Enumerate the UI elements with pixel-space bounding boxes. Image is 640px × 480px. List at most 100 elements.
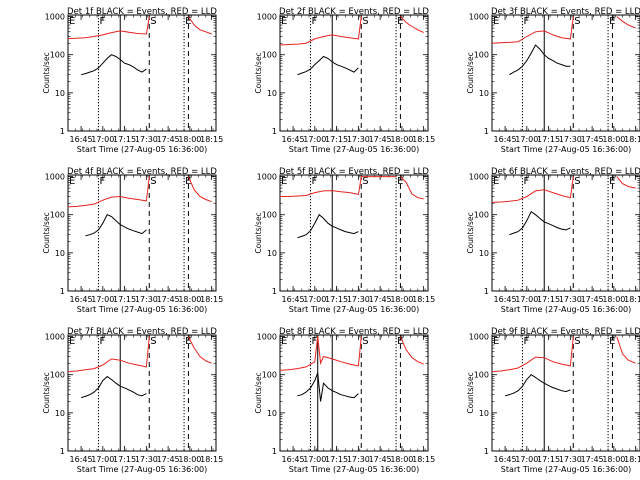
- events-series-line: [297, 55, 359, 76]
- x-tick-label: 17:45: [369, 455, 392, 464]
- x-tick-label: 17:45: [581, 135, 604, 144]
- x-tick-label: 17:30: [135, 455, 158, 464]
- lld-series-line: [492, 336, 574, 373]
- lld-series-line: [399, 336, 424, 365]
- y-tick-label: 1: [272, 447, 277, 456]
- x-axis-label: Start Time (27-Aug-05 16:36:00): [289, 465, 420, 474]
- x-tick-label: 17:30: [135, 295, 158, 304]
- events-series-line: [80, 54, 147, 76]
- x-tick-label: 17:00: [303, 455, 326, 464]
- lld-series-line: [400, 16, 424, 34]
- marker-label: E: [397, 16, 403, 27]
- series-group: [68, 336, 212, 399]
- y-tick-label: 100: [474, 371, 489, 380]
- y-tick-label: 1: [60, 287, 65, 296]
- x-tick-label: 17:15: [113, 135, 136, 144]
- y-axis-label: Counts/sec: [466, 212, 475, 253]
- x-tick-label: 16:45: [494, 455, 517, 464]
- y-tick-label: 100: [474, 51, 489, 60]
- x-tick-label: 18:00: [602, 135, 625, 144]
- series-group: [68, 16, 212, 76]
- y-axis-label: Counts/sec: [42, 52, 51, 93]
- series-group: [280, 336, 424, 402]
- panel-title: Det 4f BLACK = Events, RED = LLD: [67, 167, 217, 177]
- marker-label: E: [609, 176, 615, 187]
- x-tick-label: 18:00: [390, 135, 413, 144]
- x-tick-label: 17:15: [113, 295, 136, 304]
- x-tick-label: 18:00: [178, 455, 201, 464]
- x-tick-label: 18:15: [624, 135, 640, 144]
- y-tick-label: 10: [267, 249, 277, 258]
- x-tick-label: 17:00: [91, 295, 114, 304]
- x-tick-label: 17:15: [537, 455, 560, 464]
- y-axis-label: Counts/sec: [466, 372, 475, 413]
- x-axis-label: Start Time (27-Aug-05 16:36:00): [501, 465, 632, 474]
- x-tick-label: 17:45: [581, 295, 604, 304]
- y-tick-label: 100: [262, 211, 277, 220]
- series-group: [492, 16, 636, 76]
- panel-6: Det 6f BLACK = Events, RED = LLD 1 10 100 10…: [466, 167, 640, 314]
- x-tick-label: 17:15: [325, 295, 348, 304]
- y-tick-label: 1000: [45, 333, 65, 342]
- x-axis-label: Start Time (27-Aug-05 16:36:00): [77, 145, 208, 154]
- x-tick-label: 17:30: [347, 135, 370, 144]
- x-axis-label: Start Time (27-Aug-05 16:36:00): [289, 145, 420, 154]
- marker-label: E: [185, 336, 191, 347]
- x-tick-label: 18:00: [390, 295, 413, 304]
- x-tick-label: 16:45: [70, 135, 93, 144]
- lld-series-line: [492, 176, 574, 203]
- marker-label: F: [523, 16, 529, 27]
- y-tick-label: 1: [484, 127, 489, 136]
- panel-5: Det 5f BLACK = Events, RED = LLD 1 10 100 10…: [254, 167, 435, 314]
- y-tick-label: 10: [479, 249, 489, 258]
- x-tick-label: 18:15: [200, 295, 223, 304]
- x-tick-label: 18:00: [602, 295, 625, 304]
- lld-series-line: [280, 336, 362, 371]
- y-tick-label: 1: [60, 447, 65, 456]
- y-tick-label: 100: [50, 51, 65, 60]
- x-tick-label: 18:15: [412, 295, 435, 304]
- marker-label: F: [311, 336, 317, 347]
- panel-1: Det 1f BLACK = Events, RED = LLD 1 10 100 10…: [42, 7, 223, 154]
- x-tick-label: 17:45: [157, 135, 180, 144]
- plot-frame: [491, 14, 640, 132]
- lld-series-line: [280, 176, 397, 197]
- marker-label: E: [281, 336, 287, 347]
- marker-label: F: [523, 336, 529, 347]
- panel-7: Det 7f BLACK = Events, RED = LLD 1 10 100 10…: [42, 327, 223, 474]
- lld-series-line: [68, 176, 150, 208]
- marker-label: S: [574, 176, 580, 187]
- x-tick-label: 18:15: [412, 455, 435, 464]
- panel-title: Det 2f BLACK = Events, RED = LLD: [279, 7, 429, 17]
- x-tick-label: 17:45: [157, 295, 180, 304]
- x-tick-label: 17:45: [369, 135, 392, 144]
- series-group: [280, 176, 424, 239]
- marker-label: E: [69, 336, 75, 347]
- lld-series-line: [616, 176, 636, 189]
- x-axis-label: Start Time (27-Aug-05 16:36:00): [77, 465, 208, 474]
- plot-frame: [67, 14, 217, 132]
- series-group: [280, 16, 424, 76]
- panel-title: Det 3f BLACK = Events, RED = LLD: [491, 7, 640, 17]
- plot-frame: [67, 334, 217, 452]
- lld-series-line: [68, 336, 150, 373]
- marker-label: E: [281, 176, 287, 187]
- x-tick-label: 17:45: [157, 455, 180, 464]
- panel-title: Det 7f BLACK = Events, RED = LLD: [67, 327, 217, 337]
- x-tick-label: 17:00: [515, 135, 538, 144]
- events-series-line: [504, 374, 571, 397]
- panel-title: Det 9f BLACK = Events, RED = LLD: [491, 327, 640, 337]
- marker-label: S: [362, 336, 368, 347]
- marker-label: S: [574, 336, 580, 347]
- panel-title: Det 8f BLACK = Events, RED = LLD: [279, 327, 429, 337]
- panel-title: Det 5f BLACK = Events, RED = LLD: [279, 167, 429, 177]
- y-tick-label: 1000: [257, 333, 277, 342]
- y-tick-label: 10: [479, 409, 489, 418]
- events-series-line: [509, 44, 571, 76]
- marker-label: F: [99, 16, 105, 27]
- y-tick-label: 10: [55, 89, 65, 98]
- x-tick-label: 18:00: [178, 135, 201, 144]
- y-tick-label: 10: [267, 409, 277, 418]
- y-tick-label: 1: [272, 287, 277, 296]
- marker-label: E: [493, 336, 499, 347]
